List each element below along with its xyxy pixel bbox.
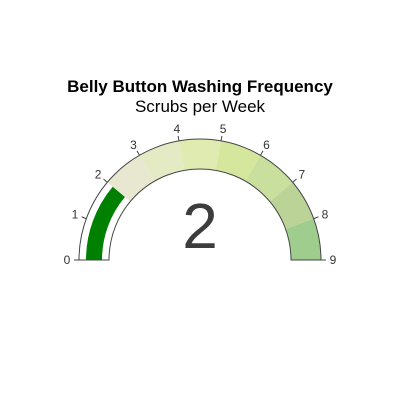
tick-mark-1	[81, 216, 87, 220]
tick-mark-7	[292, 178, 297, 183]
tick-label-5: 5	[220, 122, 227, 136]
gauge-step-6	[245, 155, 293, 202]
chart-title: Belly Button Washing Frequency	[67, 77, 333, 96]
tick-label-8: 8	[322, 208, 329, 222]
tick-mark-8	[313, 216, 319, 220]
tick-mark-5	[220, 135, 223, 141]
gauge-step-8	[285, 218, 321, 260]
chart-subtitle: Scrubs per Week	[135, 97, 266, 116]
gauge-step-4	[178, 139, 222, 171]
tick-label-2: 2	[95, 168, 102, 182]
gauge-border	[78, 138, 322, 261]
gauge-bar-group	[86, 186, 125, 260]
tick-mark-3	[136, 150, 140, 156]
tick-label-9: 9	[330, 253, 337, 267]
gauge-step-3	[139, 140, 185, 182]
tick-label-0: 0	[64, 253, 71, 267]
tick-mark-2	[103, 178, 108, 183]
gauge-ticks: 0 1 2 3 4 5 6 7 8 9	[64, 122, 337, 267]
gauge-step-2	[107, 155, 155, 202]
gauge-outline	[78, 138, 322, 261]
tick-label-1: 1	[72, 208, 79, 222]
gauge-value: 2	[182, 190, 218, 262]
gauge-step-5	[215, 140, 261, 182]
tick-label-7: 7	[299, 168, 306, 182]
gauge-value-bar	[86, 186, 125, 260]
tick-label-3: 3	[130, 138, 137, 152]
tick-label-4: 4	[174, 122, 181, 136]
tick-mark-4	[177, 135, 180, 141]
tick-mark-6	[260, 150, 264, 156]
tick-label-6: 6	[263, 138, 270, 152]
